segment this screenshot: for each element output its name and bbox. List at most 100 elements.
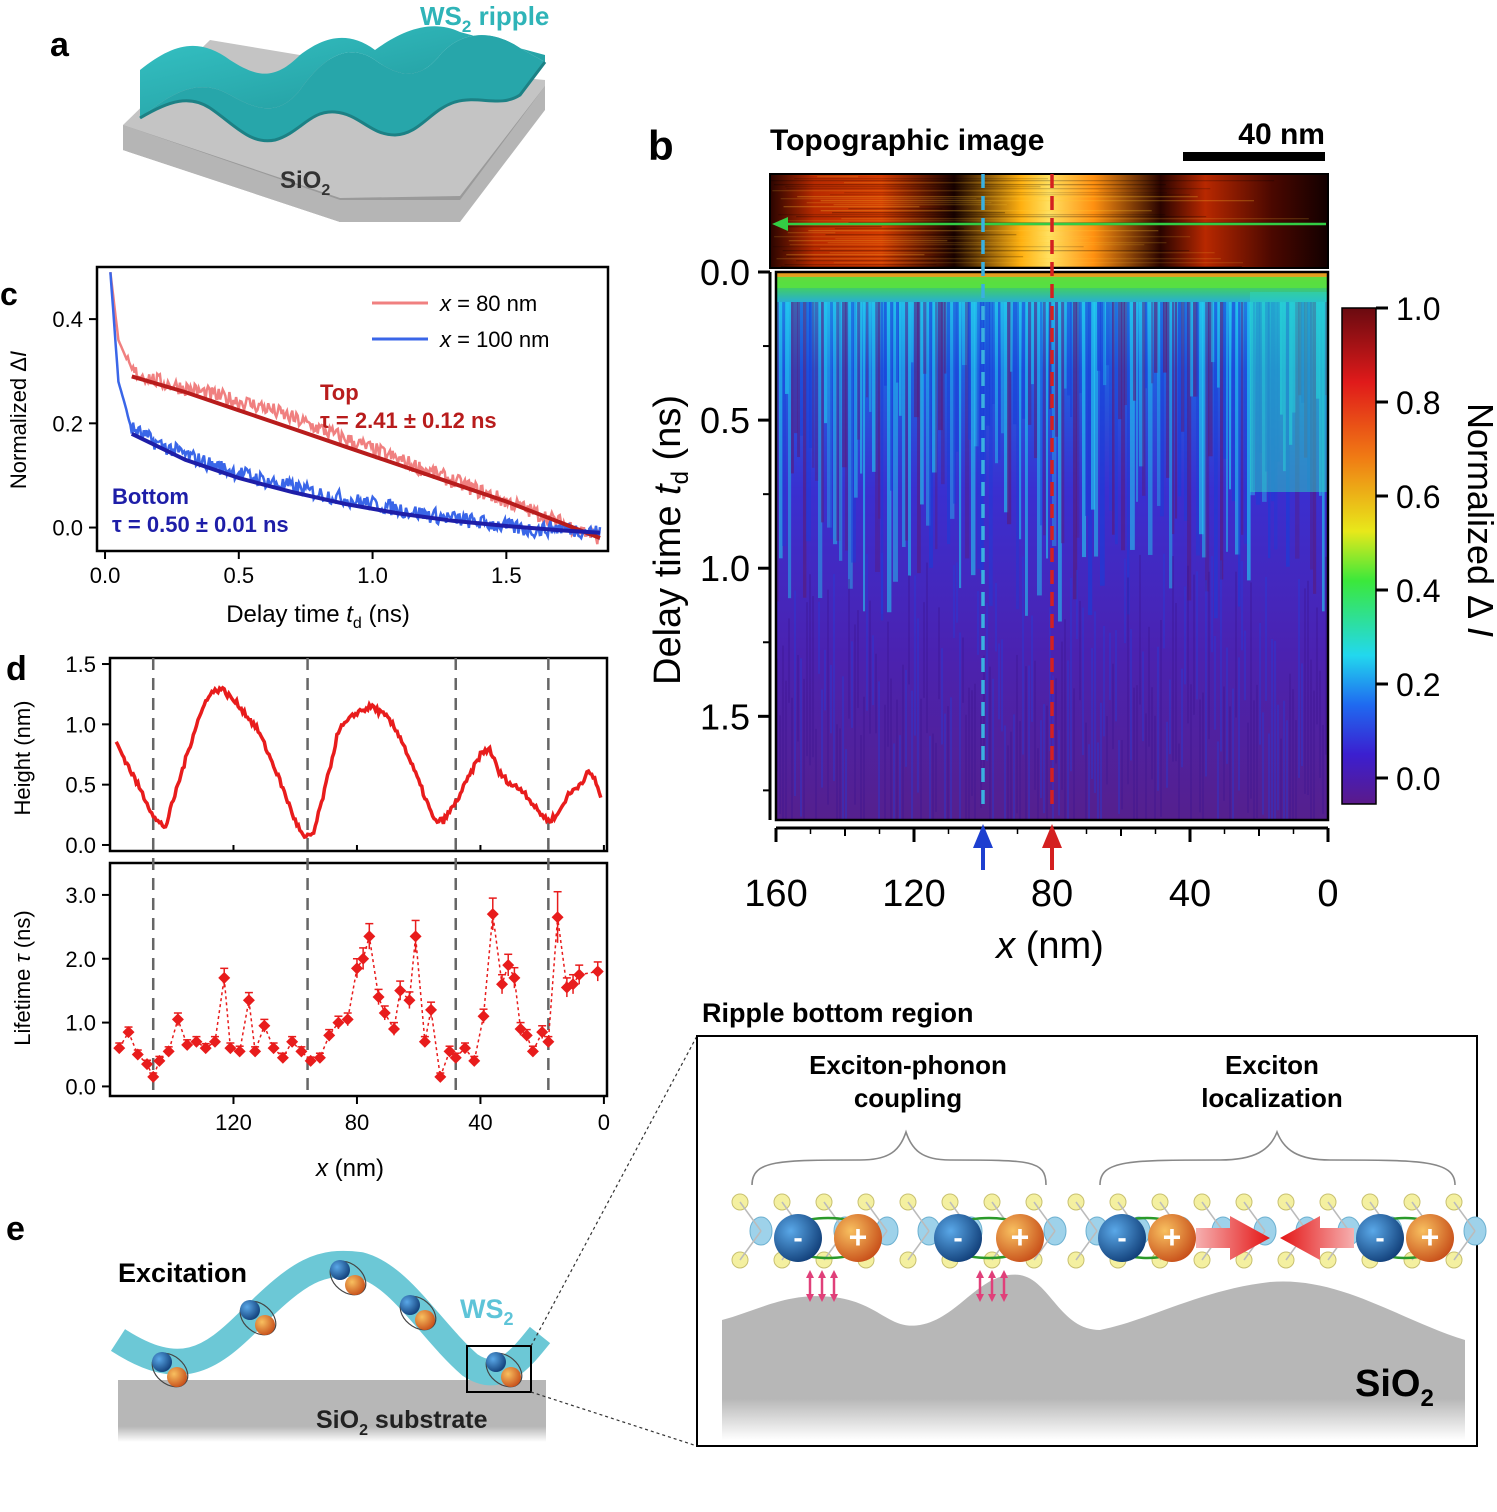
heatmap: [776, 272, 1328, 820]
lifetime-point: [141, 1058, 154, 1071]
lifetime-point: [122, 1026, 135, 1039]
lifetime-point: [378, 1007, 391, 1020]
localization-arrows: [1196, 1216, 1354, 1260]
lifetime-point: [218, 971, 231, 984]
lifetime-point: [286, 1035, 299, 1048]
lifetime-point: [468, 1054, 481, 1067]
x-tick-label: 40: [468, 1110, 492, 1135]
hole-icon: [1406, 1214, 1454, 1262]
lifetime-plot-frame: [108, 861, 609, 1098]
y-tick-label: 0.4: [52, 307, 83, 332]
heatmap-xlabel: x (nm): [994, 925, 1104, 967]
cb-tick-label: 0.2: [1396, 667, 1440, 703]
legend-label-x100: x = 100 nm: [439, 327, 549, 352]
inset-sio2-label: SiO2: [1355, 1363, 1434, 1412]
inset-substrate: [722, 1274, 1465, 1440]
scalebar-label: 40 nm: [1238, 118, 1325, 151]
height-ylabel: Height (nm): [10, 701, 35, 816]
exciton-pair: [151, 1352, 189, 1388]
lifetime-point: [341, 1013, 354, 1026]
lifetime-point: [190, 1035, 203, 1048]
lifetime-point: [536, 1026, 549, 1039]
electron-icon: [774, 1214, 822, 1262]
svg-text:-: -: [1117, 1222, 1126, 1253]
electron-icon: [400, 1295, 420, 1315]
height-plot-frame: [108, 656, 609, 853]
hole-icon: [415, 1310, 435, 1330]
exciton-pairs: [151, 1260, 523, 1388]
substrate-block: [118, 1380, 546, 1442]
heatmap-x-axis: 160 120 80 40 0: [744, 828, 1339, 915]
ripple-sheet: [140, 26, 545, 118]
y-tick-label: 1.0: [65, 1011, 96, 1036]
x-tick-label: 160: [744, 873, 807, 915]
lifetime-point: [208, 1035, 221, 1048]
coupling-brace: [751, 1129, 1047, 1186]
topo-image: [770, 174, 1328, 268]
localization-label-2: localization: [1201, 1083, 1343, 1113]
top-fit-curve: [131, 374, 601, 540]
lifetime-point: [181, 1038, 194, 1051]
lifetime-point: [113, 1042, 126, 1055]
y-tick-label: 1.0: [65, 712, 96, 737]
y-tick-label: 0.0: [700, 252, 750, 293]
topo-frame: [769, 173, 1329, 269]
panel-c: c 0.0 0.5 1.0 1.5 0.0 0.2 0.4 Normalized ΔI D…: [0, 265, 610, 632]
lifetime-point: [171, 1013, 184, 1026]
electron-icon: [486, 1352, 506, 1372]
bottom-fit-curve: [130, 432, 601, 535]
exciton-pair: [239, 1300, 277, 1336]
lifetime-point: [131, 1048, 144, 1061]
x-tick-label: 0.0: [90, 563, 121, 588]
cb-tick-label: 0.6: [1396, 479, 1440, 515]
lifetime-point: [267, 1042, 280, 1055]
excitation-label: Excitation: [118, 1258, 247, 1288]
exciton-pair: [399, 1295, 437, 1331]
colorbar-axis: 1.0 0.8 0.6 0.4 0.2 0.0: [1376, 291, 1440, 797]
hole-icon: [834, 1214, 882, 1262]
lifetime-y-axis: 0.0 1.0 2.0 3.0: [65, 883, 110, 1099]
lifetime-point: [477, 1010, 490, 1023]
cb-tick-label: 0.0: [1396, 761, 1440, 797]
electron-icon: [1098, 1214, 1146, 1262]
hole-icon: [167, 1367, 187, 1387]
lifetime-point: [153, 1054, 166, 1067]
lifetime-point: [233, 1045, 246, 1058]
panel-b-letter: b: [648, 122, 674, 169]
lifetime-connector: [118, 914, 598, 1079]
lifetime-point: [443, 1045, 456, 1058]
lifetime-point: [304, 1054, 317, 1067]
topo-title: Topographic image: [770, 124, 1044, 157]
svg-text:-: -: [793, 1222, 802, 1253]
electron-icon: [152, 1352, 172, 1372]
lifetime-point: [224, 1042, 237, 1055]
lifetime-point: [496, 978, 509, 991]
substrate-text: SiO2 substrate: [316, 1406, 488, 1439]
y-tick-label: 0.0: [65, 1074, 96, 1099]
cb-tick-label: 1.0: [1396, 291, 1440, 327]
electron-icon: [1356, 1214, 1404, 1262]
lifetime-point: [242, 994, 255, 1007]
lifetime-point: [573, 968, 586, 981]
inset-exciton-pairs: - + - + - + - +: [774, 1214, 1454, 1262]
ripple-bottom-guides: [151, 658, 550, 1096]
panel-d: d 0.0 0.5 1.0 1.5 0.0 1.0 2.0 3.0 120 80 40 0 Hei…: [6, 650, 610, 1182]
cb-tick-label: 0.8: [1396, 385, 1440, 421]
electron-icon: [330, 1260, 350, 1280]
ripple-label: WS2 ripple: [420, 1, 549, 36]
lifetime-point: [332, 1016, 345, 1029]
plot-c-frame: [95, 265, 610, 553]
arrow-left-icon: [1280, 1216, 1354, 1260]
lifetime-point: [551, 911, 564, 924]
coupling-label-2: coupling: [854, 1083, 962, 1113]
lifetime-point: [258, 1019, 271, 1032]
coupling-label-1: Exciton-phonon: [809, 1050, 1007, 1080]
lifetime-point: [357, 952, 370, 965]
x-tick-label: 40: [1169, 873, 1211, 915]
top-tau: τ = 2.41 ± 0.12 ns: [320, 408, 497, 433]
x-tick-label: 80: [1031, 873, 1073, 915]
colorbar-label: Normalized Δ I: [1460, 403, 1497, 637]
phonon-arrows: [806, 1270, 1008, 1302]
heatmap-y-axis: 0.0 0.5 1.0 1.5: [700, 252, 772, 820]
